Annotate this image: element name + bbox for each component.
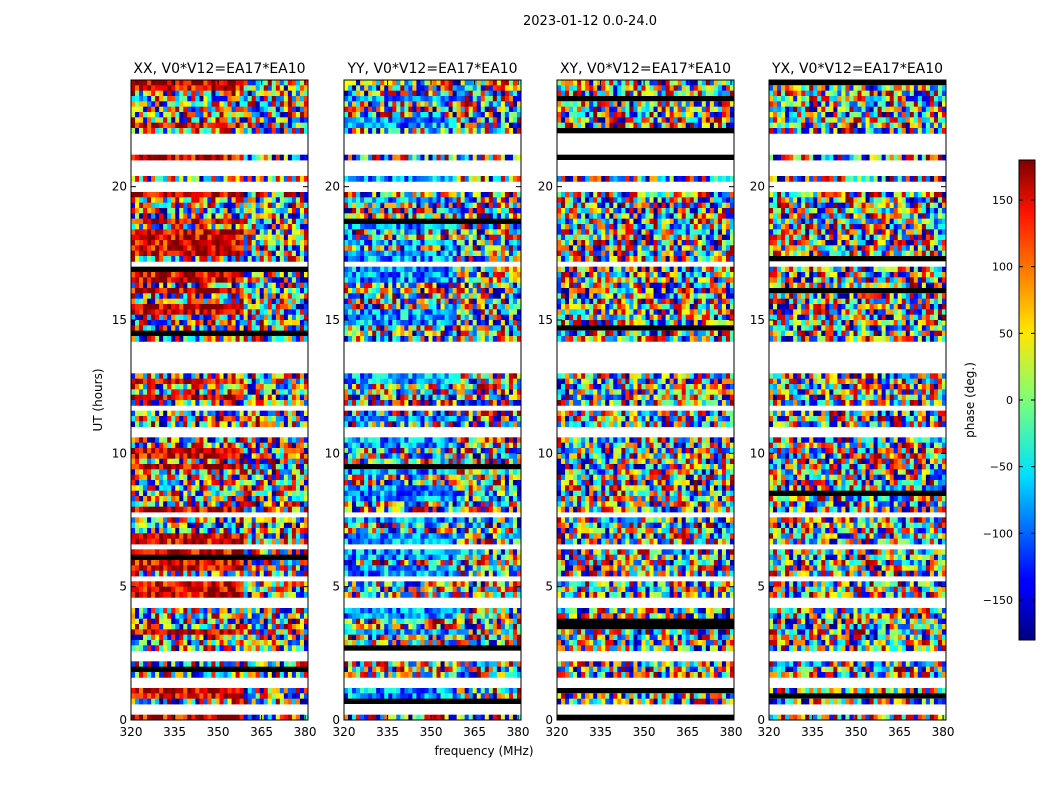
y-tick-label: 10	[538, 446, 553, 460]
y-tick-label: 0	[119, 713, 127, 727]
panel-title: XY, V0*V12=EA17*EA10	[560, 61, 731, 77]
panel-frame	[130, 79, 309, 721]
y-tick-label: 5	[545, 580, 553, 594]
y-tick-label: 5	[332, 580, 340, 594]
y-tick-label: 15	[112, 313, 127, 327]
colorbar-tick-label: −100	[983, 527, 1013, 540]
y-tick-label: 0	[545, 713, 553, 727]
colorbar-tick-label: −150	[983, 594, 1013, 607]
x-tick-label: 320	[546, 725, 569, 739]
phase-heatmap	[769, 80, 947, 721]
figure-title: 2023-01-12 0.0-24.0	[523, 14, 657, 29]
x-tick-label: 335	[589, 725, 612, 739]
y-tick-label: 20	[538, 180, 553, 194]
y-tick-label: 10	[750, 446, 765, 460]
x-tick-label: 335	[376, 725, 399, 739]
panel-1: YY, V0*V12=EA17*EA10 320 335 350 365 380 0 5 10 1…	[325, 61, 530, 739]
panel-3: YX, V0*V12=EA17*EA10 320 335 350 365 380 0 5 10 1…	[750, 61, 955, 739]
x-tick-label: 365	[676, 725, 699, 739]
panel-2: XY, V0*V12=EA17*EA10 320 335 350 365 380 0 5 10 1…	[538, 61, 743, 739]
panel-0: XX, V0*V12=EA17*EA10 320 335 350 365 380 0 5 10 1…	[112, 61, 317, 739]
panel-title: YX, V0*V12=EA17*EA10	[771, 61, 943, 77]
panel-frame	[556, 79, 735, 721]
panel-frame	[768, 79, 947, 721]
colorbar-tick-label: −50	[990, 461, 1013, 474]
y-tick-label: 20	[325, 180, 340, 194]
y-tick-label: 5	[757, 580, 765, 594]
x-tick-label: 380	[720, 725, 743, 739]
y-tick-label: 0	[757, 713, 765, 727]
x-tick-label: 335	[801, 725, 824, 739]
y-tick-label: 5	[119, 580, 127, 594]
phase-heatmap	[557, 80, 735, 720]
x-tick-label: 365	[888, 725, 911, 739]
x-tick-label: 335	[163, 725, 186, 739]
y-tick-label: 15	[538, 313, 553, 327]
colorbar-tick-label: 50	[999, 327, 1013, 340]
x-tick-label: 350	[633, 725, 656, 739]
y-tick-label: 0	[332, 713, 340, 727]
x-tick-label: 320	[333, 725, 356, 739]
y-tick-label: 15	[750, 313, 765, 327]
colorbar-tick-label: 0	[1006, 394, 1013, 407]
y-tick-label: 20	[112, 180, 127, 194]
x-tick-label: 320	[758, 725, 781, 739]
colorbar-label: phase (deg.)	[963, 362, 977, 438]
x-axis-label: frequency (MHz)	[434, 744, 533, 758]
x-tick-label: 350	[420, 725, 443, 739]
colorbar: 150 100 50 0 −50 −100 −150	[983, 159, 1036, 641]
colorbar-tick-label: 100	[992, 261, 1013, 274]
y-axis-label: UT (hours)	[91, 368, 105, 431]
x-tick-label: 320	[120, 725, 143, 739]
phase-heatmap	[131, 80, 309, 721]
x-tick-label: 350	[845, 725, 868, 739]
panel-frame	[343, 79, 522, 721]
phase-heatmap	[344, 80, 522, 721]
colorbar-tick-label: 150	[992, 194, 1013, 207]
x-tick-label: 380	[932, 725, 955, 739]
x-tick-label: 380	[294, 725, 317, 739]
y-tick-label: 10	[325, 446, 340, 460]
x-tick-label: 350	[207, 725, 230, 739]
x-tick-label: 365	[250, 725, 273, 739]
panel-title: XX, V0*V12=EA17*EA10	[133, 61, 305, 77]
y-tick-label: 20	[750, 180, 765, 194]
y-tick-label: 15	[325, 313, 340, 327]
panel-title: YY, V0*V12=EA17*EA10	[346, 61, 517, 77]
x-tick-label: 380	[507, 725, 530, 739]
x-tick-label: 365	[463, 725, 486, 739]
y-tick-label: 10	[112, 446, 127, 460]
